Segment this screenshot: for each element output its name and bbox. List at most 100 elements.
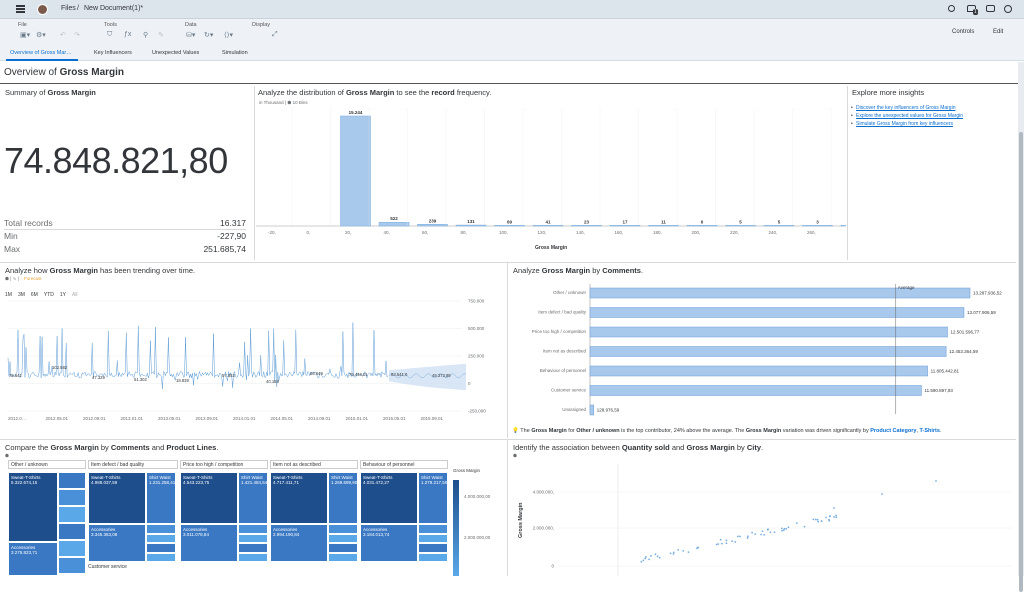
shell-bar: Files / New Document(1)* 1 (0, 0, 1024, 19)
search-icon[interactable] (948, 5, 955, 12)
treemap-cell[interactable] (58, 472, 86, 489)
code-icon[interactable]: ⟨⟩▾ (224, 32, 233, 39)
distribution-xlabel: Gross Margin (535, 245, 568, 251)
formula-icon[interactable]: ƒx (124, 31, 132, 38)
scatter-point (761, 530, 764, 533)
tab-unexpected-values[interactable]: Unexpected Values (152, 50, 200, 56)
avatar[interactable] (37, 4, 48, 15)
treemap-cell[interactable] (58, 523, 86, 540)
treemap-cell[interactable] (146, 533, 176, 543)
range-ytd[interactable]: YTD (43, 292, 54, 298)
x-tick-label: 2013.05.01 (158, 416, 181, 421)
treemap-cell[interactable]: Shirt Waist 1.279.217,50 (418, 472, 448, 524)
tm-title-a: Compare the (5, 443, 51, 452)
treemap-cell[interactable] (146, 524, 176, 534)
treemap-cell[interactable] (418, 533, 448, 543)
treemap-cell[interactable]: Accessories 2.994.190,84 (270, 524, 328, 562)
chat-icon[interactable] (986, 5, 995, 12)
x-tick-label: 180, (653, 230, 662, 235)
tab-overview[interactable]: Overview of Gross Mar… (10, 50, 72, 56)
treemap-cell[interactable] (146, 543, 176, 553)
comments-title-a: Analyze (513, 266, 542, 275)
treemap-cell[interactable]: Sweat-T-Shirts 5.322.674,15 (8, 472, 58, 542)
edit-button[interactable]: Edit (993, 29, 1004, 35)
range-1m[interactable]: 1M (5, 292, 12, 298)
treemap-cell[interactable] (328, 533, 358, 543)
x-tick-label: -20, (268, 230, 276, 235)
treemap-cell[interactable]: Shirt Waist 1.269.699,90 (328, 472, 358, 524)
treemap-cell[interactable] (58, 540, 86, 557)
note-k: . (939, 428, 942, 434)
range-3m[interactable]: 3M (17, 292, 25, 298)
link-icon[interactable]: ⚲ (143, 32, 149, 39)
tab-simulation[interactable]: Simulation (222, 50, 248, 56)
treemap-cell[interactable] (328, 543, 358, 553)
treemap-cell[interactable]: Accessories 3.345.353,08 (88, 524, 146, 562)
treemap-cell[interactable]: Accessories 3.011.078,84 (180, 524, 238, 562)
note-tshirts-link[interactable]: T-Shirts (919, 428, 940, 434)
undo-icon[interactable]: ↶ (60, 32, 66, 39)
treemap-cell[interactable] (238, 524, 268, 534)
treemap-cell[interactable] (418, 552, 448, 562)
legend-tick-2m: 2.000.000,00 (464, 535, 491, 540)
scatter-chart: Gross Margin 4.000.000, 2.000.000, 0 (518, 464, 1012, 576)
x-tick-label: 2015.05.01 (383, 416, 406, 421)
lightbulb-icon: 💡 (512, 428, 519, 434)
treemap-cell[interactable] (238, 543, 268, 553)
treemap-cell[interactable] (238, 533, 268, 543)
treemap-cell[interactable] (328, 524, 358, 534)
edit-icon[interactable]: ✎ (158, 32, 164, 39)
range-6m[interactable]: 6M (30, 292, 38, 298)
treemap-cell[interactable] (418, 543, 448, 553)
bar-value-label: 41 (545, 219, 551, 224)
fullscreen-icon[interactable]: ⤢ (272, 31, 278, 38)
range-1y[interactable]: 1Y (59, 292, 66, 298)
sc-title-f: City (746, 443, 762, 452)
scatter-point (760, 533, 762, 536)
help-icon[interactable] (1004, 5, 1012, 13)
treemap-cell-value: 3.011.078,84 (183, 532, 209, 537)
row-divider (0, 262, 1016, 263)
treemap-cell[interactable] (58, 557, 86, 574)
insight-link-simulate[interactable]: Simulate Gross Margin from key influence… (856, 121, 953, 127)
insight-link-influencers[interactable]: Discover the key influencers of Gross Ma… (856, 105, 956, 111)
scatter-point (747, 535, 749, 538)
treemap-cell[interactable]: Accessories 3.275.823,71 (8, 542, 58, 576)
treemap-cell[interactable]: Sweat-T-Shirts 4.988.037,59 (88, 472, 146, 524)
treemap-cell[interactable] (418, 524, 448, 534)
controls-button[interactable]: Controls (952, 29, 975, 35)
breadcrumb-root[interactable]: Files (61, 5, 76, 12)
x-tick-label: 20, (345, 230, 351, 235)
insight-link-unexpected[interactable]: Explore the unexpected values for Gross … (856, 113, 963, 119)
scatter-point (763, 533, 766, 536)
tab-key-influencers[interactable]: Key Influencers (94, 50, 132, 56)
tm-title-e: and (149, 443, 167, 452)
scrollbar[interactable] (1018, 62, 1024, 592)
filter-icon[interactable]: ⛉ (107, 31, 113, 38)
settings-icon[interactable]: ⚙▾ (36, 32, 46, 39)
treemap-cell[interactable] (58, 506, 86, 523)
treemap-cell[interactable]: Sweat-T-Shirts 4.717.411,71 (270, 472, 328, 524)
treemap-cell[interactable]: Sweat-T-Shirts 4.031.472,27 (360, 472, 418, 524)
scatter-point (644, 556, 647, 558)
refresh-icon[interactable]: ↻▾ (204, 32, 214, 39)
treemap-cell[interactable] (328, 552, 358, 562)
treemap-legend-title: Gross Margin (453, 468, 481, 473)
treemap-cell[interactable]: Shirt Waist 1.421.484,54 (238, 472, 268, 524)
x-tick-label: 160, (615, 230, 624, 235)
legend-tick-4m: 4.000.000,00 (464, 494, 491, 499)
note-product-category-link[interactable]: Product Category (870, 428, 917, 434)
treemap-cell[interactable] (238, 552, 268, 562)
treemap-cell[interactable] (58, 489, 86, 506)
save-icon[interactable]: ▣▾ (20, 32, 31, 39)
treemap-cell[interactable]: Shirt Waist 1.231.258,41 (146, 472, 176, 524)
data-icon[interactable]: ⛁▾ (186, 32, 196, 39)
treemap-cell[interactable] (146, 552, 176, 562)
redo-icon[interactable]: ↷ (74, 32, 80, 39)
menu-icon[interactable] (16, 5, 25, 13)
range-all[interactable]: All (71, 292, 78, 298)
notifications-icon[interactable] (967, 5, 976, 12)
treemap-cell[interactable]: Accessories 3.184.013,74 (360, 524, 418, 562)
treemap-cell[interactable]: Sweat-T-Shirts 4.543.223,75 (180, 472, 238, 524)
series-icon: ⬢ (5, 276, 9, 281)
